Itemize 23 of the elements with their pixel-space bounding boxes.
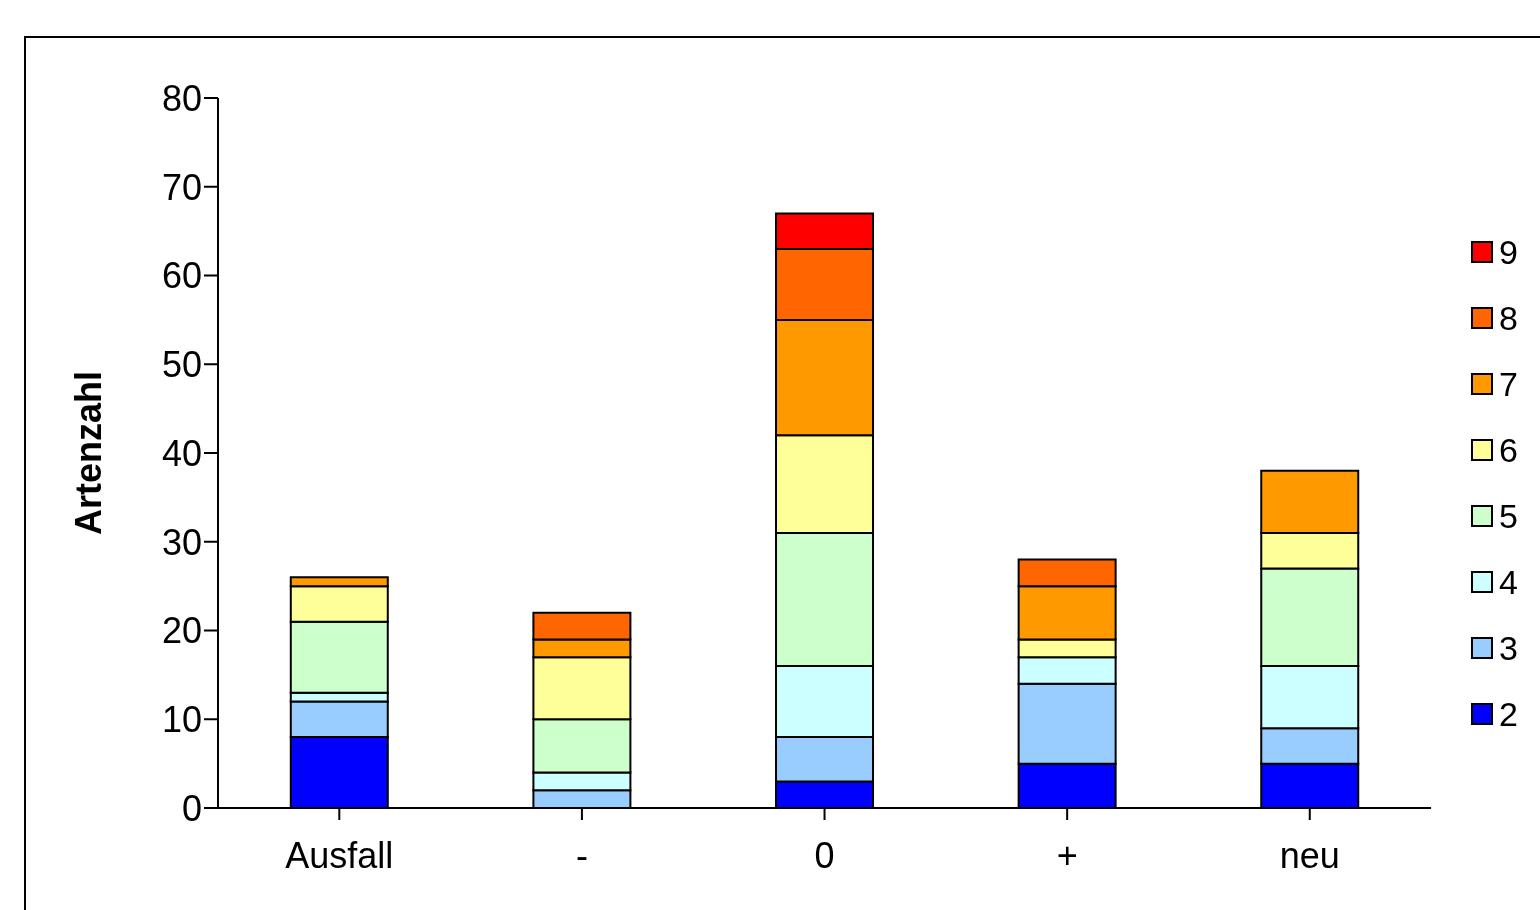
legend-label: 2 bbox=[1499, 694, 1518, 734]
y-tick-label: 60 bbox=[161, 255, 202, 297]
y-tick-label: 0 bbox=[181, 787, 202, 829]
y-tick-label: 70 bbox=[161, 166, 202, 208]
legend-label: 7 bbox=[1499, 364, 1518, 404]
y-tick-label: 50 bbox=[161, 344, 202, 386]
legend-label: 9 bbox=[1499, 232, 1518, 272]
y-tick-label: 10 bbox=[161, 699, 202, 741]
x-tick-label: neu bbox=[1279, 834, 1340, 876]
legend-label: 4 bbox=[1499, 562, 1518, 602]
x-tick-label: - bbox=[575, 834, 588, 876]
y-tick-label: 80 bbox=[161, 77, 202, 119]
y-tick-label: 30 bbox=[161, 521, 202, 563]
legend-label: 6 bbox=[1499, 430, 1518, 470]
y-tick-label: 40 bbox=[161, 432, 202, 474]
y-tick-label: 20 bbox=[161, 610, 202, 652]
legend-label: 3 bbox=[1499, 628, 1518, 668]
x-tick-label: + bbox=[1056, 834, 1078, 876]
legend-label: 5 bbox=[1499, 496, 1518, 536]
x-tick-label: Ausfall bbox=[285, 834, 394, 876]
y-axis-title: Artenzahl bbox=[67, 370, 109, 536]
x-tick-label: 0 bbox=[814, 834, 835, 876]
legend-label: 8 bbox=[1499, 298, 1518, 338]
